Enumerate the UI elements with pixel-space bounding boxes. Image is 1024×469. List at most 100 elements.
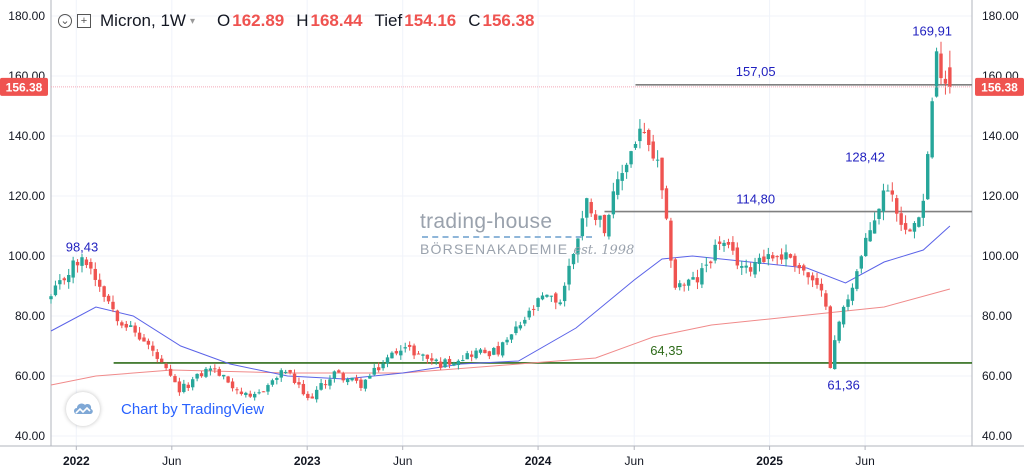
candle-body xyxy=(239,391,244,395)
last-price-label-left: 156.38 xyxy=(6,80,43,94)
symbol-dropdown-icon[interactable]: ▾ xyxy=(189,15,195,27)
y-tick-label-right: 140.00 xyxy=(982,129,1019,143)
candle-body xyxy=(98,279,102,287)
candle-body xyxy=(921,200,925,218)
candle-body xyxy=(115,310,120,322)
candle-body xyxy=(354,377,359,381)
y-tick-label-right: 80.00 xyxy=(982,309,1012,323)
candle-body xyxy=(797,265,802,269)
y-tick-label-right: 40.00 xyxy=(982,429,1012,443)
candle-body xyxy=(244,392,248,396)
candle-body xyxy=(629,151,633,165)
x-tick-label: Jun xyxy=(855,454,874,468)
candle-body xyxy=(695,277,700,283)
candle-body xyxy=(266,385,270,392)
candle-body xyxy=(71,260,75,278)
candle-body xyxy=(899,213,903,225)
candle-body xyxy=(753,262,757,275)
candle-body xyxy=(385,357,390,364)
candle-body xyxy=(824,293,828,307)
ma-short-line xyxy=(50,225,951,380)
candle-body xyxy=(717,241,722,244)
candle-body xyxy=(500,342,505,356)
candle-body xyxy=(80,257,84,266)
candle-body xyxy=(642,132,647,134)
candle-body xyxy=(562,285,567,302)
candle-body xyxy=(620,173,624,181)
candle-body xyxy=(133,325,137,333)
candle-body xyxy=(567,265,571,285)
last-price-tag-right xyxy=(975,77,1024,96)
candle-body xyxy=(84,259,89,266)
candle-body xyxy=(151,345,155,351)
candle-body xyxy=(788,254,793,258)
candle-body xyxy=(872,220,877,234)
candle-body xyxy=(709,261,713,264)
candle-body xyxy=(810,275,815,281)
tradingview-branding[interactable]: Chart by TradingView xyxy=(66,392,264,426)
candle-body xyxy=(700,268,704,285)
high-label: H xyxy=(296,11,309,30)
candle-body xyxy=(638,128,642,142)
candle-body xyxy=(669,220,673,261)
candle-body xyxy=(881,190,886,212)
open-value: 162.89 xyxy=(232,11,285,30)
candle-body xyxy=(518,325,523,329)
candle-body xyxy=(496,346,500,355)
tradingview-cloud-icon[interactable] xyxy=(66,392,100,426)
close-value: 156.38 xyxy=(482,11,535,30)
candle-body xyxy=(917,217,921,227)
candle-body xyxy=(536,298,540,307)
x-tick-label: 2023 xyxy=(294,454,321,468)
collapse-chevron-icon[interactable]: ⌄ xyxy=(58,14,72,28)
candle-body xyxy=(908,229,912,232)
candle-body xyxy=(527,310,531,318)
y-tick-label-right: 60.00 xyxy=(982,369,1012,383)
low-label: Tief xyxy=(374,11,403,30)
symbol-title[interactable]: Micron, 1W xyxy=(100,11,186,30)
candle-body xyxy=(58,280,62,285)
candle-body xyxy=(235,389,239,391)
candle-body xyxy=(359,379,363,388)
candle-body xyxy=(943,78,948,84)
candle-body xyxy=(531,308,536,310)
candle-body xyxy=(514,326,518,334)
candle-body xyxy=(651,141,655,159)
candle-body xyxy=(412,345,416,356)
candle-body xyxy=(731,242,735,251)
y-tick-label-right: 120.00 xyxy=(982,189,1019,203)
tradingview-text[interactable]: Chart by TradingView xyxy=(121,400,265,418)
candle-body xyxy=(593,214,598,221)
candle-body xyxy=(757,257,762,264)
close-label: C xyxy=(468,11,481,30)
price-annotation: 61,36 xyxy=(827,378,860,393)
candle-body xyxy=(226,376,230,383)
compare-plus-icon[interactable]: + xyxy=(77,14,91,28)
candle-body xyxy=(190,379,195,388)
candle-body xyxy=(855,271,859,289)
y-tick-label-left: 100.00 xyxy=(8,249,45,263)
candle-body xyxy=(341,373,345,381)
candle-body xyxy=(456,360,461,365)
candle-body xyxy=(363,379,368,389)
candle-body xyxy=(376,367,381,371)
candle-body xyxy=(492,347,496,355)
candle-body xyxy=(722,242,726,247)
candle-body xyxy=(864,237,868,257)
candle-body xyxy=(159,358,164,363)
candle-body xyxy=(252,393,257,398)
candle-body xyxy=(771,255,775,259)
candle-body xyxy=(67,275,71,283)
candle-body xyxy=(469,354,474,357)
candle-body xyxy=(399,350,403,356)
candle-body xyxy=(549,295,554,297)
candle-body xyxy=(124,323,128,328)
candle-body xyxy=(452,363,456,366)
y-tick-label-right: 180.00 xyxy=(982,9,1019,23)
y-tick-label-left: 120.00 xyxy=(8,189,45,203)
candle-body xyxy=(868,230,872,242)
candle-body xyxy=(828,306,833,368)
candle-body xyxy=(895,198,899,214)
